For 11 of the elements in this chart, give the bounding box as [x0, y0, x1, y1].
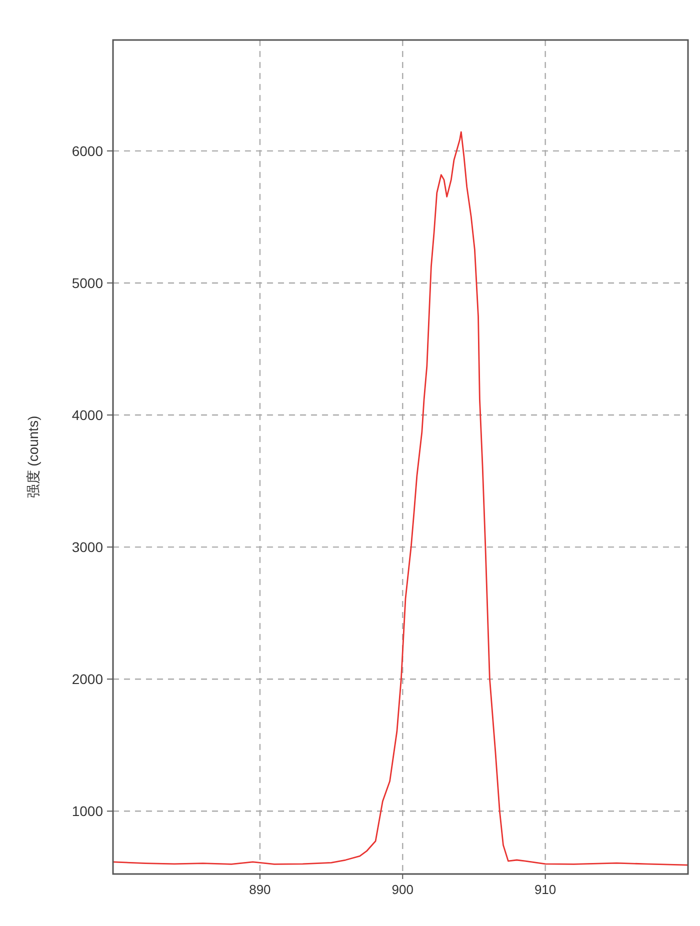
- y-tick-label: 3000: [72, 539, 104, 556]
- y-tick-label: 4000: [72, 407, 104, 424]
- line-series: [112, 131, 689, 866]
- y-tick-label: 5000: [72, 274, 104, 291]
- x-tick-label: 910: [534, 882, 556, 897]
- x-tick-label: 900: [392, 882, 414, 897]
- y-axis-title: 强度 (counts): [25, 416, 41, 498]
- y-tick-label: 6000: [72, 142, 104, 159]
- y-tick-label: 2000: [72, 671, 104, 688]
- x-tick-label: 890: [249, 882, 271, 897]
- y-tick-label: 1000: [72, 803, 104, 820]
